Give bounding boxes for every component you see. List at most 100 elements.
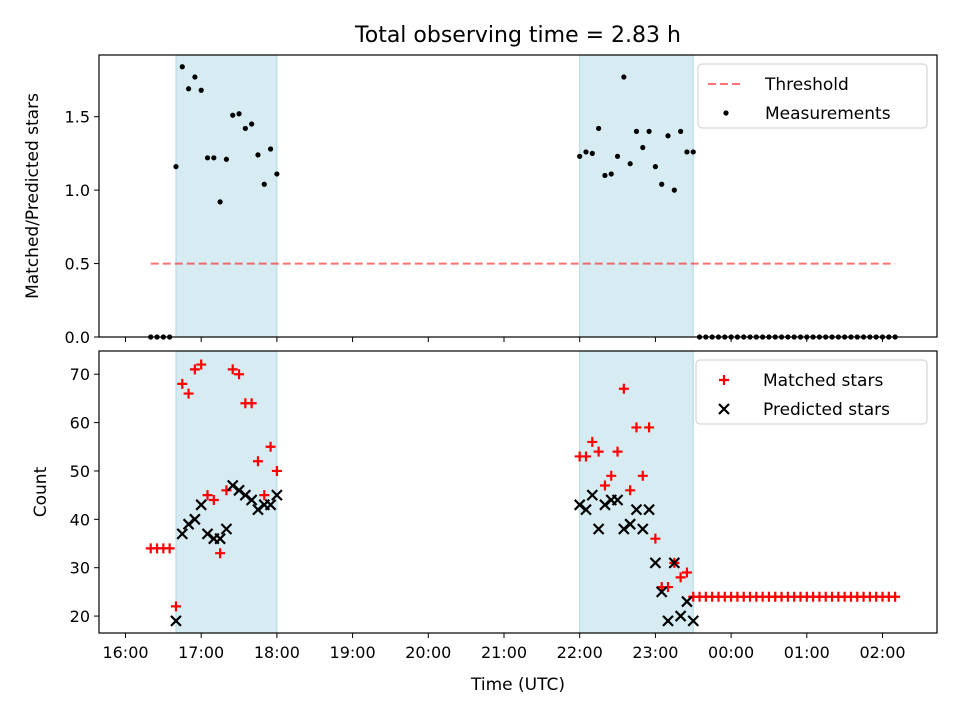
measurement-point <box>577 153 583 159</box>
y-tick-label: 30 <box>70 559 90 578</box>
x-tick-label: 23:00 <box>632 643 678 662</box>
legend-matched-swatch <box>719 375 729 385</box>
y-axis-label: Count <box>31 466 51 517</box>
y-tick-label: 50 <box>70 462 90 481</box>
measurement-point <box>204 155 211 161</box>
matched-star-marker <box>631 422 642 433</box>
matched-star-marker <box>202 490 213 501</box>
legend-predicted-swatch <box>718 403 730 415</box>
predicted-star-marker <box>592 523 605 535</box>
measurement-point <box>684 149 690 155</box>
measurement-point <box>646 128 652 134</box>
measurement-point <box>602 172 608 179</box>
measurement-point <box>659 181 665 187</box>
matched-star-marker <box>271 465 282 476</box>
predicted-star-marker <box>170 615 182 627</box>
matched-star-marker <box>599 480 610 491</box>
y-tick-label: 60 <box>70 414 90 433</box>
measurement-point <box>640 144 646 151</box>
y-tick-label: 1.0 <box>65 181 90 200</box>
measurement-point <box>596 125 602 132</box>
measurement-point <box>173 164 179 170</box>
matched-star-marker <box>215 548 226 559</box>
measurement-point <box>223 156 230 162</box>
y-tick-label: 0.0 <box>65 328 90 347</box>
matched-star-marker <box>663 582 674 593</box>
predicted-star-marker <box>214 532 226 545</box>
matched-star-marker <box>177 378 188 389</box>
predicted-star-marker <box>649 557 662 569</box>
ratio-panel: 0.0 0.5 1.0 1.5 Matched/Predicted stars Thres… <box>23 54 938 347</box>
predicted-star-marker <box>630 503 643 516</box>
axes-frame <box>98 54 938 338</box>
measurement-point <box>192 74 198 80</box>
axes-frame <box>98 350 938 634</box>
count-panel: 20 30 40 50 60 70 16:00 17:00 18:00 19:00 20:00 21:… <box>31 350 938 662</box>
predicted-star-marker <box>580 503 592 516</box>
x-tick-label: 22:00 <box>557 643 603 662</box>
measurement-point <box>267 146 274 152</box>
matched-star-marker <box>196 359 207 370</box>
predicted-star-marker <box>637 523 649 535</box>
predicted-star-marker <box>687 615 700 627</box>
matched-star-marker <box>246 398 257 409</box>
measurement-point <box>242 125 248 132</box>
y-axis-label: Matched/Predicted stars <box>23 93 43 299</box>
predicted-star-marker <box>264 499 277 511</box>
matched-star-marker <box>681 567 692 578</box>
measurement-point <box>583 149 589 155</box>
measurement-point <box>671 187 677 193</box>
predicted-star-marker <box>611 494 624 506</box>
predicted-star-marker <box>681 595 693 608</box>
matched-star-marker <box>890 591 901 602</box>
measurement-point <box>627 161 633 167</box>
predicted-star-marker <box>176 528 189 540</box>
matched-star-marker <box>637 470 648 481</box>
measurement-point <box>236 111 242 117</box>
y-tick-label: 70 <box>70 365 90 384</box>
measurement-point <box>652 164 658 170</box>
matched-star-marker <box>593 446 604 457</box>
x-tick-label: 17:00 <box>178 643 224 662</box>
x-tick-label: 19:00 <box>330 643 376 662</box>
measurement-point <box>678 128 684 134</box>
matched-star-marker <box>612 446 623 457</box>
measurement-point <box>249 121 255 127</box>
predicted-star-marker <box>624 518 636 530</box>
y-tick-label: 0.5 <box>65 255 90 274</box>
observing-interval-shade <box>579 350 694 634</box>
matched-star-marker <box>259 490 270 501</box>
y-tick-label: 40 <box>70 510 90 529</box>
legend-label: Threshold <box>764 75 849 95</box>
observing-interval-shade <box>175 54 278 338</box>
matched-star-marker <box>164 543 175 554</box>
matched-star-marker <box>265 441 276 452</box>
predicted-star-marker <box>195 499 207 511</box>
measurement-point <box>185 86 192 92</box>
x-tick-label: 21:00 <box>481 643 527 662</box>
x-tick-label: 00:00 <box>708 643 754 662</box>
matched-star-marker <box>208 494 219 505</box>
measurement-point <box>589 150 595 157</box>
predicted-star-marker <box>245 494 258 506</box>
predicted-star-marker <box>271 489 283 501</box>
x-tick-label: 18:00 <box>254 643 300 662</box>
measurement-point <box>255 152 261 158</box>
measurement-point <box>211 155 217 161</box>
legend-box <box>695 359 928 425</box>
matched-star-marker <box>675 572 686 583</box>
x-tick-label: 01:00 <box>784 643 830 662</box>
measurement-point <box>274 171 280 177</box>
legend-label: Predicted stars <box>763 400 890 420</box>
measurement-point <box>690 149 696 155</box>
matched-star-marker <box>234 369 245 380</box>
x-tick-label: 16:00 <box>102 643 148 662</box>
measurement-point <box>198 87 204 93</box>
measurement-point <box>608 171 614 177</box>
matched-star-marker <box>221 485 232 496</box>
x-axis-label: Time (UTC) <box>470 675 565 695</box>
matched-star-marker <box>618 383 629 394</box>
matched-star-marker <box>587 436 598 447</box>
measurement-point <box>633 128 640 134</box>
matched-star-marker <box>170 601 181 612</box>
